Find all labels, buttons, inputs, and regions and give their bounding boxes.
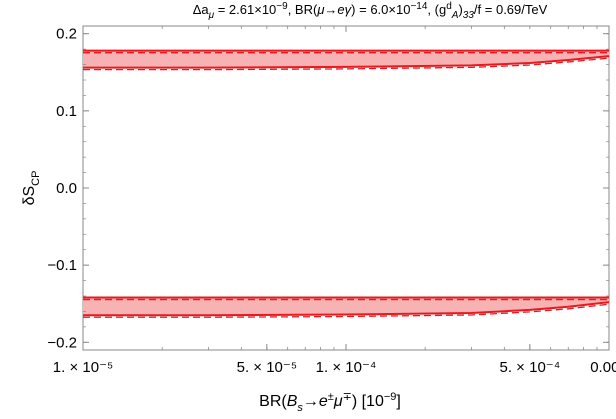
y-tick-label: −0.1	[47, 257, 77, 274]
band-fill-lower	[83, 297, 609, 316]
band-fill-upper	[83, 50, 609, 68]
bands	[83, 49, 610, 318]
band-edge-low-dashed-lower	[83, 303, 610, 318]
x-tick-label: 5. × 10⁻⁵	[237, 359, 297, 376]
y-tick-label: 0.0	[56, 180, 77, 197]
x-tick-label: 1. × 10⁻⁵	[53, 359, 113, 376]
band-edge-low-dashed-upper	[83, 57, 610, 71]
band-edge-low-lower	[83, 301, 610, 317]
x-tick-label: 0.001	[590, 359, 616, 376]
y-tick-label: 0.2	[56, 26, 77, 43]
x-tick-label: 5. × 10⁻⁴	[500, 359, 561, 376]
y-axis-label: δSCP	[21, 171, 42, 206]
y-tick-label: −0.2	[47, 334, 77, 351]
x-axis-label: BR(Bs→e±μ∓) [10−9]	[259, 391, 401, 414]
ticks: 0.2 0.1 0.0 −0.1 −0.2 1. × 10⁻⁵ 5. × 10⁻⁵ 1. × …	[47, 26, 616, 376]
band-edge-low-upper	[83, 55, 610, 69]
y-tick-label: 0.1	[56, 103, 77, 120]
x-tick-label: 1. × 10⁻⁴	[316, 359, 377, 376]
chart-title: Δaμ = 2.61×10−9, BR(μ→eγ) = 6.0×10−14, (…	[193, 1, 548, 21]
